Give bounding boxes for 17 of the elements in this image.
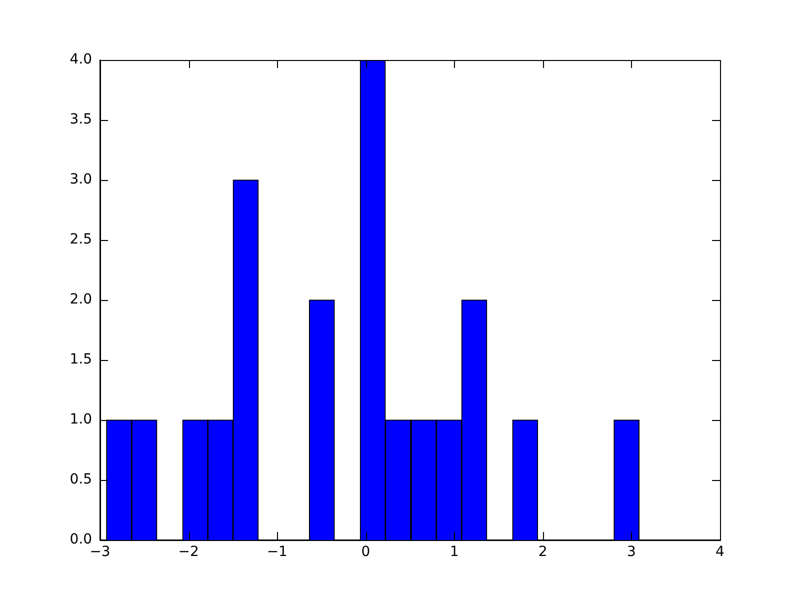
y-tick-label: 2.5 xyxy=(70,232,92,248)
x-tick-label: 3 xyxy=(626,544,636,560)
x-tick-label: −3 xyxy=(90,544,110,560)
y-tick-label: 3.5 xyxy=(70,112,92,128)
x-tick-label: 4 xyxy=(716,544,725,560)
x-tick-label: −2 xyxy=(178,544,199,560)
y-tick-label: 2.0 xyxy=(70,292,92,308)
x-tick-label: 2 xyxy=(538,544,548,560)
x-tick-label: 1 xyxy=(450,544,459,560)
y-tick-label: 0.0 xyxy=(70,532,92,548)
x-tick-label: 0 xyxy=(361,544,370,560)
y-tick-label: 1.0 xyxy=(70,412,92,428)
y-tick-label: 0.5 xyxy=(70,472,92,488)
y-tick-label: 3.0 xyxy=(70,172,92,188)
y-tick-label: 1.5 xyxy=(70,352,92,368)
x-tick-label: −1 xyxy=(266,544,288,560)
y-tick-label: 4.0 xyxy=(70,52,92,68)
